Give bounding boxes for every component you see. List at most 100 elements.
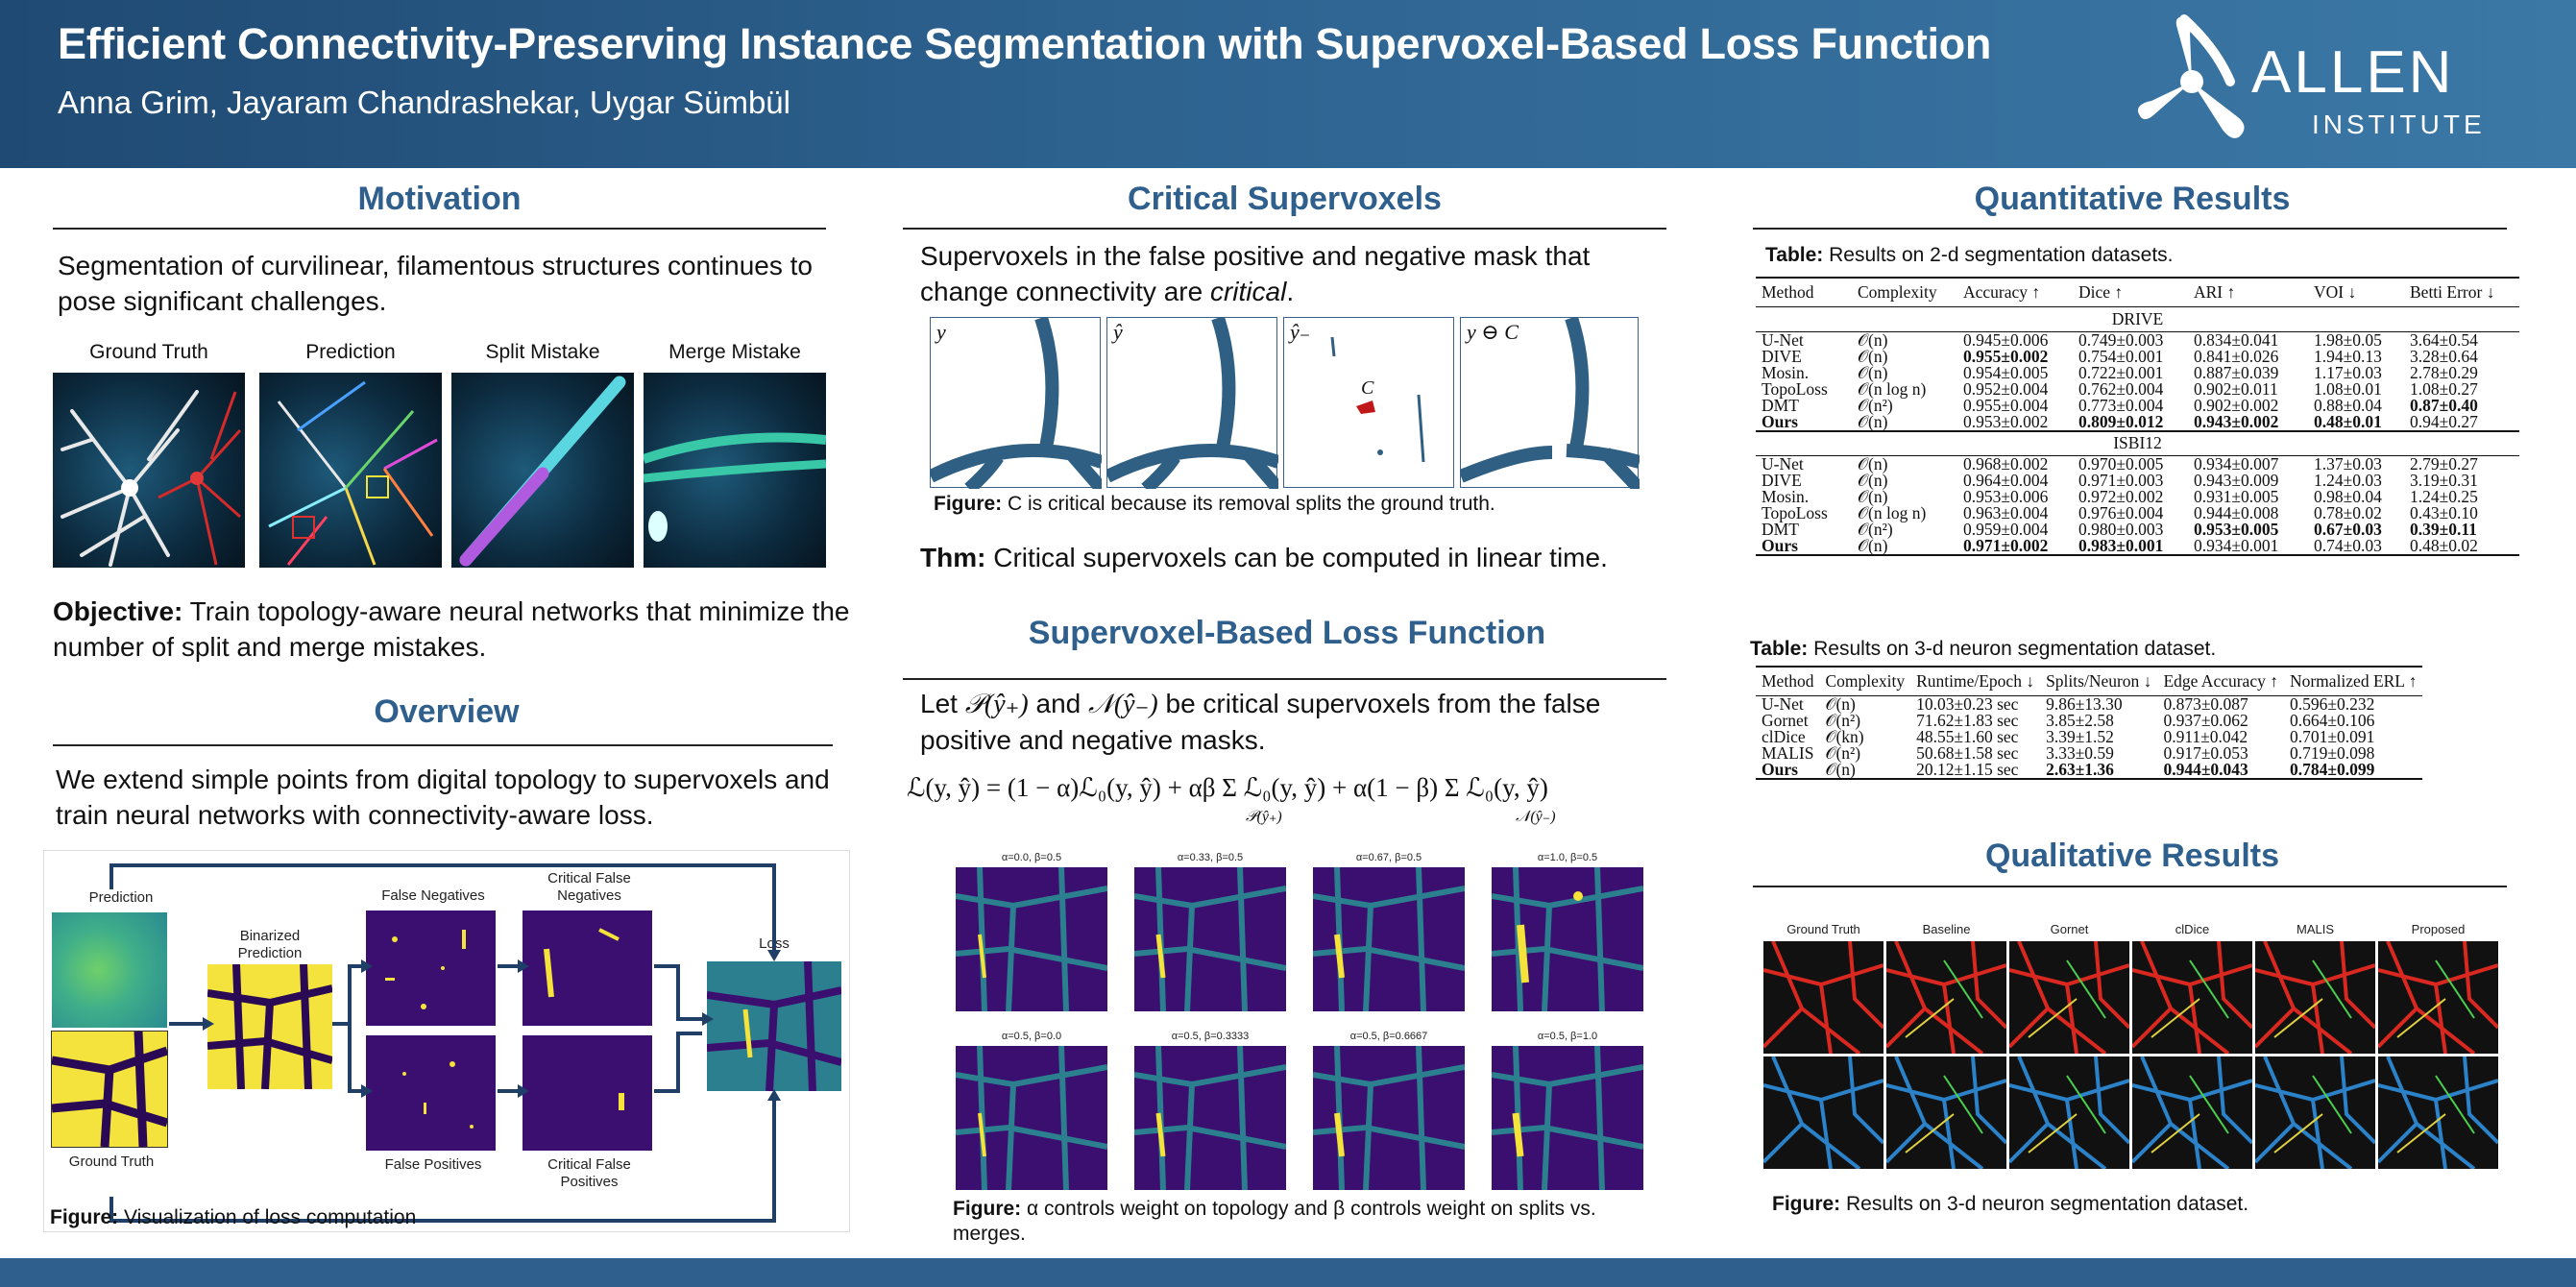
table2-cell: 0.784±0.099 bbox=[2283, 761, 2423, 780]
label-prediction: Prediction bbox=[305, 341, 396, 363]
alpha-beta-panel bbox=[1312, 866, 1466, 1012]
table-row: Ours 𝒪(n) 0.953±0.002 0.809±0.012 0.943±0.00… bbox=[1756, 413, 2519, 432]
table2-cell: 3.39±1.52 bbox=[2046, 726, 2114, 746]
diag-label-false-positives: False Positives bbox=[384, 1156, 482, 1173]
false-positives-image bbox=[366, 1035, 496, 1151]
table1-cell: 3.19±0.31 bbox=[2410, 471, 2478, 490]
table1-cell: 0.964±0.004 bbox=[1963, 471, 2049, 490]
alpha-beta-panel bbox=[1491, 1045, 1644, 1191]
binarized-prediction-image bbox=[207, 963, 334, 1090]
critical-text-em: critical bbox=[1209, 277, 1287, 306]
table2-cell: clDice bbox=[1762, 726, 1806, 746]
panel-y-minus-c-label: y ⊖ C bbox=[1467, 320, 1519, 344]
table-row: Mosin. 𝒪(n) 0.953±0.006 0.972±0.002 0.931±0.… bbox=[1756, 487, 2519, 506]
table1-header: VOI ↓ bbox=[2308, 277, 2404, 307]
table-row: U-Net 𝒪(n) 0.945±0.006 0.749±0.003 0.834±0.0… bbox=[1756, 331, 2519, 349]
table2-cell: 𝒪(n) bbox=[1819, 761, 1911, 780]
qual-panel bbox=[2007, 1056, 2131, 1171]
qual-panel bbox=[2376, 1056, 2500, 1171]
critical-title: Critical Supervoxels bbox=[1128, 181, 1442, 217]
alpha-beta-grid: α=0.0, β=0.5 α=0.33, β=0.5 α=0.67, β=0.5 α=… bbox=[951, 850, 1652, 1191]
table1-header: Complexity bbox=[1852, 277, 1957, 307]
table2-cell: U-Net bbox=[1762, 693, 1804, 714]
table-row: TopoLoss 𝒪(n log n) 0.963±0.004 0.976±0.004… bbox=[1756, 503, 2519, 522]
alpha-beta-label: α=0.5, β=0.6667 bbox=[1349, 1031, 1428, 1042]
qual-caption: Figure: Results on 3-d neuron segmentati… bbox=[1772, 1192, 2464, 1217]
qual-title: Qualitative Results bbox=[1984, 838, 2280, 874]
prediction-image bbox=[259, 373, 442, 568]
diag-label-ground-truth: Ground Truth bbox=[68, 1153, 155, 1170]
table2-cell: 0.937±0.062 bbox=[2163, 710, 2248, 730]
table1-cell: DIVE bbox=[1762, 471, 1802, 490]
overview-caption-text: Visualization of loss computation bbox=[118, 1206, 417, 1228]
alpha-beta-label: α=0.0, β=0.5 bbox=[1001, 852, 1062, 863]
table1-cell: 0.773±0.004 bbox=[2078, 395, 2164, 415]
qual-panel bbox=[2253, 940, 2377, 1056]
table2-cell: 0.596±0.232 bbox=[2289, 693, 2375, 714]
table1-cell: 𝒪(n) bbox=[1858, 346, 1888, 366]
table-row: DIVE 𝒪(n) 0.955±0.002 0.754±0.001 0.841±0.02… bbox=[1756, 346, 2519, 366]
critical-rule bbox=[903, 228, 1666, 230]
panel-yhat-label: ŷ bbox=[1113, 320, 1123, 344]
table1-cell: 0.955±0.004 bbox=[1963, 395, 2049, 415]
table1-cell: 0.959±0.004 bbox=[1963, 520, 2049, 539]
panel-yhat: ŷ bbox=[1104, 315, 1284, 495]
loss-computation-diagram: Prediction Ground Truth Binarized Predic… bbox=[43, 850, 850, 1232]
loss-text-3: be critical supervoxels from the false p… bbox=[920, 689, 1601, 755]
objective-body: Train topology-aware neural networks tha… bbox=[53, 596, 850, 662]
alpha-beta-panel bbox=[955, 1045, 1108, 1191]
overview-caption-label: Figure: bbox=[50, 1206, 119, 1228]
table1-group-label: DRIVE bbox=[1756, 306, 2519, 332]
table-row: TopoLoss 𝒪(n log n) 0.952±0.004 0.762±0.004… bbox=[1756, 378, 2519, 399]
diag-label-prediction: Prediction bbox=[88, 889, 154, 906]
alpha-beta-panel bbox=[1133, 866, 1287, 1012]
critical-text-end: . bbox=[1286, 277, 1295, 306]
alpha-beta-panel bbox=[1491, 866, 1644, 1012]
table2-caption: Table: Results on 3-d neuron segmentatio… bbox=[1750, 638, 2216, 661]
table1-caption: Table: Results on 2-d segmentation datas… bbox=[1765, 244, 2174, 267]
qual-panel bbox=[2130, 1056, 2254, 1171]
table1-cell: 0.67±0.03 bbox=[2314, 520, 2382, 539]
table1-header: Accuracy ↑ bbox=[1957, 277, 2073, 307]
table1-cell: 0.809±0.012 bbox=[2073, 413, 2188, 432]
table1-cell: 𝒪(n log n) bbox=[1858, 503, 1927, 522]
table1-cell: 𝒪(n²) bbox=[1858, 520, 1893, 539]
allen-logo-mark-icon bbox=[2137, 14, 2245, 138]
table1-cell: 0.953±0.002 bbox=[1957, 413, 2073, 432]
table2-cell: 2.63±1.36 bbox=[2040, 761, 2158, 780]
table1-cell: 0.970±0.005 bbox=[2078, 454, 2164, 474]
table1-cell: 0.953±0.006 bbox=[1963, 487, 2049, 506]
table1-cell: 1.24±0.03 bbox=[2314, 471, 2382, 490]
table1-cell: 0.953±0.005 bbox=[2194, 520, 2279, 539]
table1-cell: TopoLoss bbox=[1762, 378, 1828, 399]
qual-column-label: Gornet bbox=[2050, 922, 2089, 936]
table1-cell: 0.934±0.001 bbox=[2188, 537, 2308, 556]
prediction-heatmap bbox=[52, 912, 167, 1028]
critical-caption-text: C is critical because its removal splits… bbox=[1002, 493, 1495, 515]
table2-cell: 0.664±0.106 bbox=[2289, 710, 2375, 730]
qualitative-grid: Ground Truth Baseline Gornet clDice MALIS Pro… bbox=[1756, 914, 2507, 1185]
table1-cell: 𝒪(n) bbox=[1858, 454, 1888, 474]
table1-cell: 1.94±0.13 bbox=[2314, 346, 2382, 366]
table1-cell: 0.887±0.039 bbox=[2194, 362, 2279, 382]
table2-cell: 10.03±0.23 sec bbox=[1916, 693, 2019, 714]
loss-title: Supervoxel-Based Loss Function bbox=[1028, 615, 1546, 651]
qual-column-label: Proposed bbox=[2411, 922, 2466, 936]
loss-image bbox=[706, 960, 843, 1092]
panel-y: y bbox=[927, 315, 1107, 495]
table-row: DIVE 𝒪(n) 0.964±0.004 0.971±0.003 0.943±0.00… bbox=[1756, 471, 2519, 490]
alpha-beta-label: α=0.33, β=0.5 bbox=[1177, 852, 1244, 863]
eq-sum-subscript-p: 𝒫(ŷ₊) bbox=[1246, 809, 1282, 825]
table1-cell: 0.749±0.003 bbox=[2078, 329, 2164, 350]
table-row: MALIS 𝒪(n²) 50.68±1.58 sec 3.33±0.59 0.917±0… bbox=[1756, 744, 2422, 762]
loss-text-2: and bbox=[1028, 689, 1089, 718]
qual-caption-text: Results on 3-d neuron segmentation datas… bbox=[1840, 1193, 2249, 1215]
table1-cell: 0.943±0.002 bbox=[2188, 413, 2308, 432]
motivation-text: Segmentation of curvilinear, filamentous… bbox=[58, 251, 813, 316]
qual-column-label: clDice bbox=[2175, 922, 2210, 936]
table1-cell: 0.983±0.001 bbox=[2073, 537, 2188, 556]
table1-cell: 0.98±0.04 bbox=[2314, 487, 2382, 506]
label-split-mistake: Split Mistake bbox=[485, 341, 600, 363]
table1-cell: 1.24±0.25 bbox=[2410, 487, 2478, 506]
table1-cell: DMT bbox=[1762, 520, 1799, 539]
